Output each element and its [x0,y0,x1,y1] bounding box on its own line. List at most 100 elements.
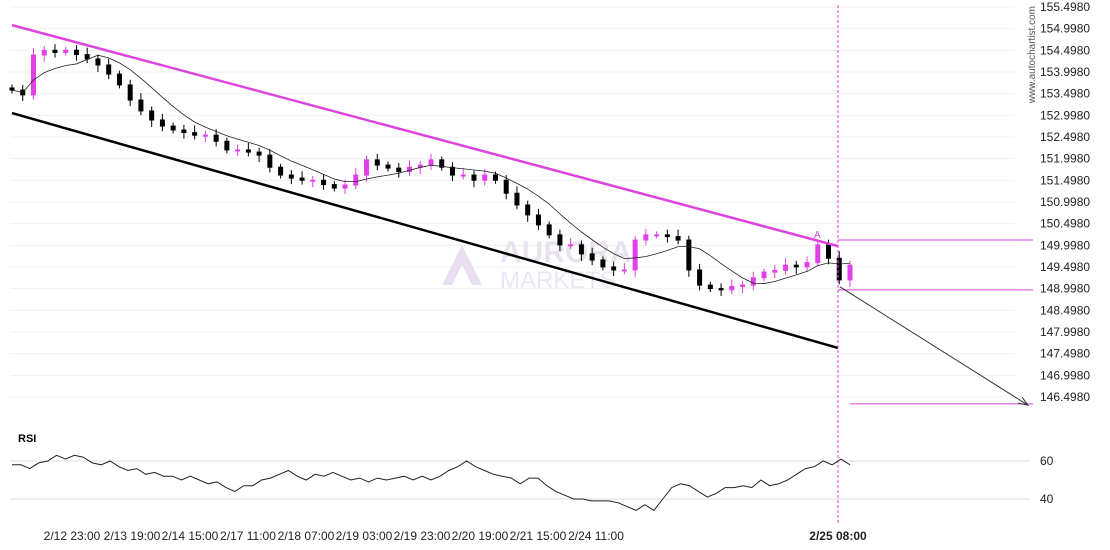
candle [643,234,649,241]
candle [847,264,853,281]
candle [482,174,488,181]
time-tick-label: 2/19 23:00 [394,529,451,543]
time-tick-label: 2/25 08:00 [809,529,867,543]
candle [63,49,69,53]
candle [116,73,122,86]
price-tick-label: 146.9980 [1040,368,1090,382]
candle [761,271,767,279]
candle [557,234,563,246]
candle [664,234,670,238]
support-line [11,111,839,350]
candle [578,244,584,255]
candle [697,269,703,286]
price-tick-label: 153.9980 [1040,65,1090,79]
candle [364,159,370,176]
candle [439,159,445,168]
candle [288,174,294,179]
candle [729,285,735,291]
candle [826,244,832,259]
price-tick-label: 151.4980 [1040,173,1090,187]
moving-average-line [11,54,851,284]
candle [192,132,198,136]
candle [793,264,799,268]
price-tick-label: 152.9980 [1040,108,1090,122]
candle [471,174,477,181]
candle [750,277,756,286]
candle [740,284,746,287]
candle [181,129,187,134]
candle [278,166,284,176]
price-tick-label: 153.4980 [1040,87,1090,101]
price-tick-label: 154.4980 [1040,43,1090,57]
candle [299,177,305,181]
candle [654,234,660,237]
candle [106,64,112,75]
candle [256,151,262,156]
candle [235,149,241,152]
candle [245,149,251,153]
time-tick-label: 2/17 11:00 [220,529,276,543]
price-tick-label: 149.9980 [1040,238,1090,252]
candle [804,262,810,268]
candle [127,84,133,101]
rsi-label: RSI [18,433,36,445]
rsi-tick-label: 40 [1040,492,1054,506]
price-tick-label: 155.4980 [1040,0,1090,14]
candle [718,288,724,291]
price-tick-label: 149.4980 [1040,260,1090,274]
time-tick-label: 2/24 11:00 [568,529,624,543]
candle [202,134,208,137]
candle [535,214,541,226]
candle [353,174,359,186]
candle [84,54,90,60]
candle [213,134,219,142]
rsi-tick-label: 60 [1040,454,1054,468]
rsi-line [12,454,851,512]
candle [525,204,531,216]
logo-icon [442,245,482,285]
time-tick-label: 2/18 07:00 [278,529,335,543]
price-tick-label: 154.9980 [1040,22,1090,36]
candle [783,264,789,271]
time-tick-label: 2/13 19:00 [104,529,161,543]
candle [149,110,155,121]
time-tick-label: 2/14 15:00 [162,529,219,543]
time-tick-label: 2/20 19:00 [452,529,509,543]
resistance-line [11,23,839,248]
price-tick-label: 150.4980 [1040,217,1090,231]
time-tick-label: 2/21 15:00 [510,529,567,543]
candle [815,244,821,264]
candle [621,269,627,272]
candle [30,54,36,96]
candle [138,99,144,112]
watermark: www.autochartist.com [1027,6,1038,104]
candle [170,125,176,131]
candle [707,284,713,290]
time-tick-label: 2/19 03:00 [336,529,393,543]
candle [267,154,273,168]
candle [460,174,466,177]
candle [675,236,681,241]
candle [331,184,337,189]
candle [224,140,230,151]
price-tick-label: 148.9980 [1040,282,1090,296]
candle [9,87,15,91]
price-tick-label: 147.9980 [1040,325,1090,339]
candle [73,49,79,56]
candle [632,239,638,271]
price-tick-label: 150.9980 [1040,195,1090,209]
candle [41,49,47,56]
price-tick-label: 147.4980 [1040,347,1090,361]
candle [514,192,520,206]
candle [310,179,316,182]
time-tick-label: 2/12 23:00 [44,529,101,543]
candle [428,159,434,166]
candle [686,239,692,271]
pattern-label: A [814,230,821,241]
candle [52,49,58,53]
candle [449,166,455,176]
arrow-head-icon [1017,396,1030,406]
candle [836,257,842,281]
